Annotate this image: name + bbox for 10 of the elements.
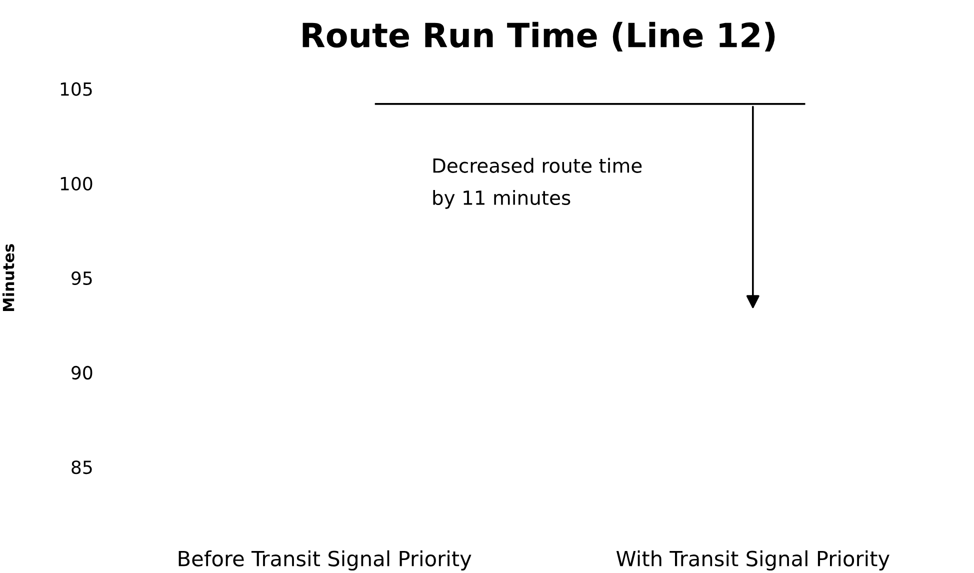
y-axis-title: Minutes (2, 244, 14, 311)
y-tick-label: 105 (60, 82, 92, 96)
y-tick-label: 85 (72, 460, 92, 474)
y-tick-label: 95 (72, 271, 92, 286)
x-tick-label: Before Transit Signal Priority (178, 550, 472, 570)
annotation: Decreased route time by 11 minutes (433, 158, 642, 209)
y-tick-label: 100 (60, 176, 92, 190)
chart-title: Route Run Time (Line 12) (302, 22, 775, 52)
x-tick-label: With Transit Signal Priority (616, 550, 890, 570)
y-tick-label: 90 (72, 366, 92, 380)
